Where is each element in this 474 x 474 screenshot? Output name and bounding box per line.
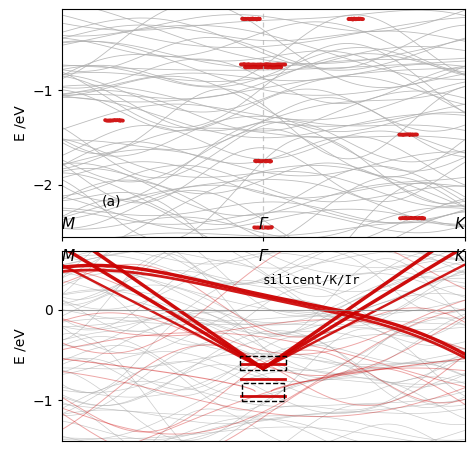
Bar [242, 383, 284, 401]
Text: Γ: Γ [259, 249, 267, 264]
Text: silicent/K/Ir: silicent/K/Ir [263, 274, 361, 287]
Y-axis label: E /eV: E /eV [14, 105, 28, 141]
Text: Γ: Γ [259, 217, 267, 231]
Y-axis label: E /eV: E /eV [14, 328, 28, 364]
Text: K: K [455, 249, 465, 264]
Text: M: M [62, 217, 75, 231]
Bar [240, 356, 286, 370]
Text: M: M [62, 249, 75, 264]
Text: (a): (a) [102, 194, 121, 208]
Text: K: K [455, 217, 465, 231]
